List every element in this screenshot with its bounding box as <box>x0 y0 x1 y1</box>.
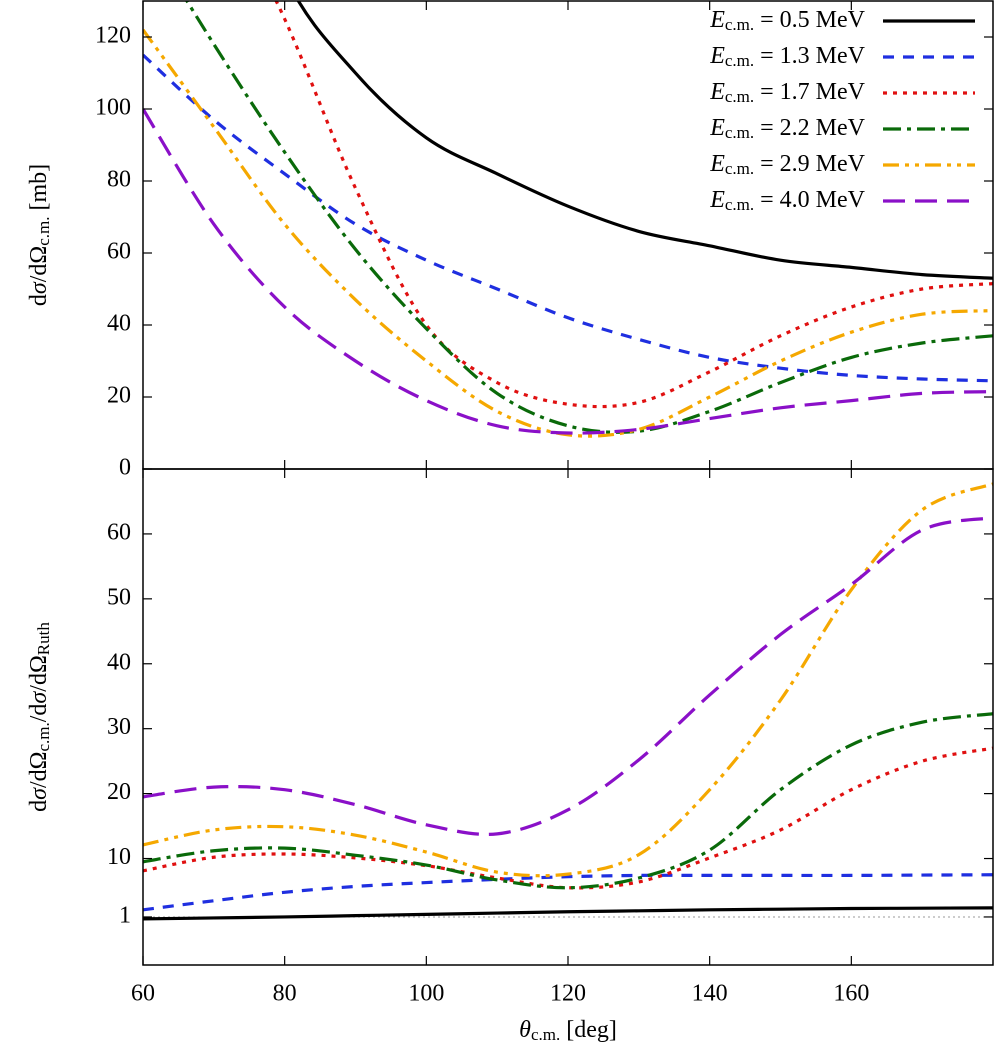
curve <box>143 108 993 435</box>
x-tick-label: 80 <box>273 981 297 1007</box>
curve <box>296 1 993 280</box>
y-axis-label: dσ/dΩc.m. [mb] <box>26 164 54 306</box>
axes-frame <box>142 468 994 966</box>
curve <box>143 873 993 912</box>
curve <box>143 516 993 836</box>
y-tick-label: 20 <box>107 383 131 409</box>
x-tick-label: 120 <box>550 981 586 1007</box>
x-tick-label: 160 <box>833 981 869 1007</box>
y-tick-label: 50 <box>107 584 131 610</box>
curve <box>143 53 993 383</box>
y-tick-label: 30 <box>107 714 131 740</box>
curve <box>143 482 993 878</box>
legend-label: Ec.m. = 2.2 MeV <box>709 115 865 143</box>
y-tick-label: 120 <box>95 23 131 49</box>
y-tick-label: 80 <box>107 167 131 193</box>
y-tick-label: 100 <box>95 95 131 121</box>
plot-area <box>143 482 993 921</box>
plot-area <box>143 1 993 438</box>
x-tick-label: 60 <box>131 981 155 1007</box>
legend-label: Ec.m. = 1.3 MeV <box>709 43 865 71</box>
x-axis-label: θc.m. [deg] <box>519 1017 617 1045</box>
axes-frame <box>142 0 994 470</box>
y-tick-label: 0 <box>119 455 131 481</box>
legend-label: Ec.m. = 1.7 MeV <box>709 79 865 107</box>
curve <box>185 1 993 434</box>
curve <box>143 906 993 921</box>
curve <box>143 28 993 438</box>
curve <box>274 1 993 409</box>
legend-label: Ec.m. = 0.5 MeV <box>709 7 865 35</box>
curve <box>143 746 993 890</box>
y-tick-label: 20 <box>107 779 131 805</box>
y-tick-label: 40 <box>107 649 131 675</box>
legend-label: Ec.m. = 2.9 MeV <box>709 151 865 179</box>
x-tick-label: 100 <box>408 981 444 1007</box>
y-tick-label: 60 <box>107 239 131 265</box>
legend-label: Ec.m. = 4.0 MeV <box>709 187 865 215</box>
y-tick-label: 1 <box>119 902 131 928</box>
x-tick-label: 140 <box>692 981 728 1007</box>
y-tick-label: 10 <box>107 844 131 870</box>
y-tick-label: 60 <box>107 519 131 545</box>
y-tick-label: 40 <box>107 311 131 337</box>
y-axis-label: dσ/dΩc.m./dσ/dΩRuth <box>26 622 54 812</box>
curve <box>143 712 993 890</box>
